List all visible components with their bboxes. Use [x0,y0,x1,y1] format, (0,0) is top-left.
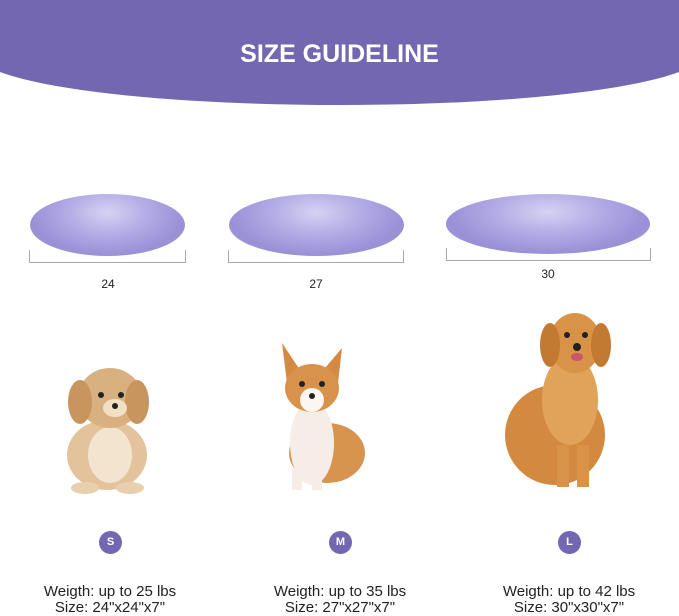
bed-image-small [30,194,185,256]
page-title: SIZE GUIDELINE [240,40,439,68]
dimension-line-large [446,248,651,261]
dimension-line-medium [228,250,404,263]
weight-text: Weigth: up to 42 lbs [502,583,636,600]
size-text: Size: 24"x24"x7" [54,599,166,616]
header-banner [0,0,679,105]
dimension-label-small: 24 [101,277,115,291]
corgi-image [282,343,365,490]
size-badge-large: L [558,531,581,554]
bed-image-large [446,194,650,254]
size-info-medium: Weigth: up to 35 lbs Size: 27"x27"x7" [240,584,440,616]
size-text: Size: 27"x27"x7" [284,599,396,616]
size-text: Size: 30"x30"x7" [513,599,625,616]
golden-retriever-image [505,313,611,487]
weight-text: Weigth: up to 35 lbs [273,583,407,600]
size-badge-small: S [99,531,122,554]
dimension-label-medium: 27 [309,277,323,291]
size-badge-medium: M [329,531,352,554]
dimension-label-large: 30 [541,267,555,281]
size-info-large: Weigth: up to 42 lbs Size: 30"x30"x7" [469,584,669,616]
bed-image-medium [229,194,404,256]
small-dog-image [67,368,149,494]
weight-text: Weigth: up to 25 lbs [43,583,177,600]
dimension-line-small [29,250,186,263]
size-info-small: Weigth: up to 25 lbs Size: 24"x24"x7" [10,584,210,616]
